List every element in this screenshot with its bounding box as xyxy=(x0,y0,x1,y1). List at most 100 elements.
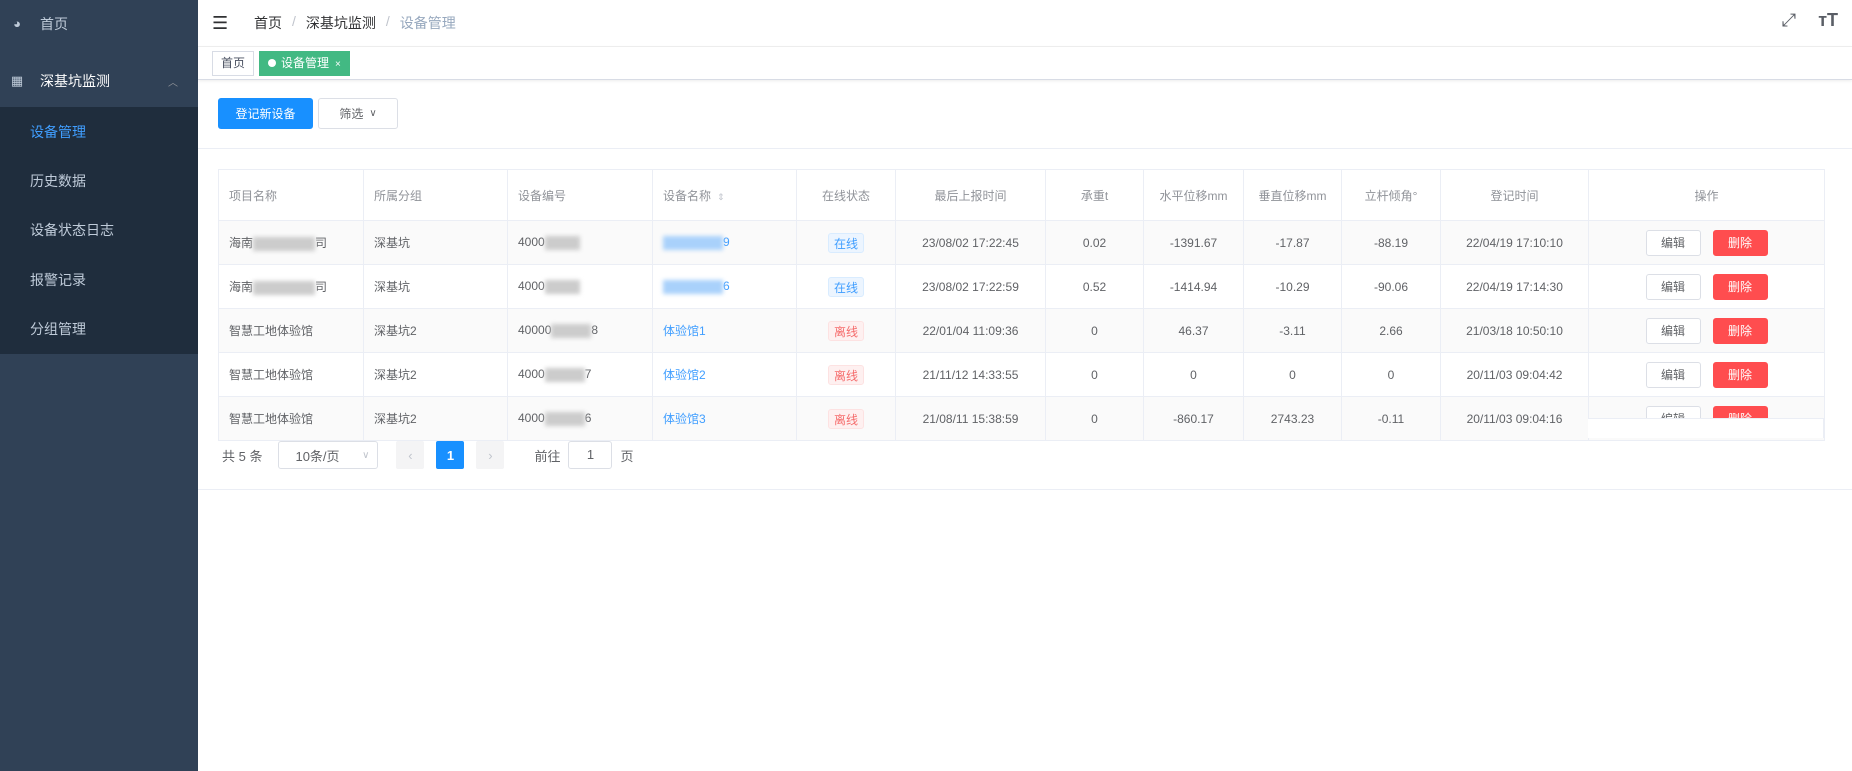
delete-button[interactable]: 删除 xyxy=(1712,317,1768,344)
load-cell: 0 xyxy=(1045,352,1144,397)
status-badge: 离线 xyxy=(827,408,864,429)
device-code-cell: 4000 xyxy=(507,264,653,309)
project-prefix: 智慧工地体验馆 xyxy=(229,368,314,382)
chevron-down-icon: ∨ xyxy=(362,449,370,461)
goto-label: 前往 xyxy=(534,448,561,464)
register-device-button[interactable]: 登记新设备 xyxy=(218,98,313,129)
project-cell: 智慧工地体验馆 xyxy=(218,352,364,397)
table-row: 智慧工地体验馆 深基坑2 4000 6 体验馆3 离线 21/08/11 15:38:59 0… xyxy=(218,396,1825,441)
device-name-link[interactable]: 9 xyxy=(723,235,730,250)
reg-value: 22/04/19 17:14:30 xyxy=(1466,279,1563,294)
code-suffix: 8 xyxy=(591,323,599,338)
load-cell: 0 xyxy=(1045,396,1144,441)
delete-button[interactable]: 删除 xyxy=(1712,229,1768,256)
menu-deep-pit[interactable]: ▦ 深基坑监测 ︿ xyxy=(0,53,198,109)
h-cell: -1391.67 xyxy=(1143,220,1244,265)
project-suffix: 司 xyxy=(315,280,328,294)
device-name-link[interactable]: 6 xyxy=(723,279,730,294)
sidebar-item-alarms[interactable]: 报警记录 xyxy=(30,271,86,288)
redacted-text xyxy=(253,280,316,295)
sidebar-item-device-management[interactable]: 设备管理 xyxy=(30,123,86,140)
column-header-label: 设备编号 xyxy=(518,188,567,203)
device-name-link[interactable]: 体验馆3 xyxy=(663,412,706,426)
project-suffix: 司 xyxy=(315,236,328,250)
last-value: 21/11/12 14:33:55 xyxy=(922,367,1019,382)
next-page-button[interactable]: › xyxy=(476,441,505,469)
column-header: 操作 xyxy=(1588,169,1825,221)
v-value: -17.87 xyxy=(1275,235,1310,250)
load-cell: 0.52 xyxy=(1045,264,1144,309)
v-value: 0 xyxy=(1289,367,1296,382)
tilt-value: -90.06 xyxy=(1373,279,1409,294)
column-header: 承重t xyxy=(1045,169,1144,221)
sidebar-item-status-log[interactable]: 设备状态日志 xyxy=(30,222,114,239)
h-cell: 0 xyxy=(1143,352,1244,397)
close-icon[interactable]: × xyxy=(335,59,341,70)
filter-button[interactable]: 筛选 ∨ xyxy=(318,98,398,129)
device-name-link[interactable]: 体验馆2 xyxy=(663,368,706,382)
status-cell: 离线 xyxy=(796,396,896,441)
fullscreen-icon[interactable]: ⤢ xyxy=(1781,10,1797,30)
goto-page-input[interactable]: 1 xyxy=(568,441,613,469)
v-value: -10.29 xyxy=(1275,279,1310,294)
actions-cell: 编辑删除 xyxy=(1588,352,1825,397)
load-value: 0 xyxy=(1091,411,1098,426)
project-cell: 智慧工地体验馆 xyxy=(218,308,364,353)
device-code-cell: 4000 6 xyxy=(507,396,653,441)
column-header-label: 在线状态 xyxy=(821,188,870,203)
sort-icon[interactable]: ⇕ xyxy=(717,191,725,202)
status-badge: 在线 xyxy=(827,232,864,253)
device-table: 项目名称 所属分组 设备编号 设备名称 ⇕ 在线状态 最后上报时间 承重t 水平位移mm 垂直位移… xyxy=(218,169,1825,441)
h-value: -1391.67 xyxy=(1169,235,1218,250)
last-cell: 21/11/12 14:33:55 xyxy=(895,352,1046,397)
tilt-value: -88.19 xyxy=(1373,235,1409,250)
page-1-button[interactable]: 1 xyxy=(436,441,465,469)
last-value: 23/08/02 17:22:59 xyxy=(922,279,1019,294)
reg-value: 20/11/03 09:04:42 xyxy=(1466,367,1563,382)
group-text: 深基坑 xyxy=(374,236,411,250)
sidebar-item-history[interactable]: 历史数据 xyxy=(30,173,86,190)
menu-fold-icon[interactable]: ☰ xyxy=(212,12,229,33)
redacted-text xyxy=(544,235,580,250)
load-cell: 0 xyxy=(1045,308,1144,353)
page-size-value: 10条/页 xyxy=(295,448,340,464)
breadcrumb-home[interactable]: 首页 xyxy=(254,15,282,31)
edit-button[interactable]: 编辑 xyxy=(1645,229,1701,256)
reg-value: 21/03/18 10:50:10 xyxy=(1466,323,1563,338)
load-cell: 0.02 xyxy=(1045,220,1144,265)
reg-cell: 20/11/03 09:04:42 xyxy=(1440,352,1589,397)
sidebar-item-groups[interactable]: 分组管理 xyxy=(30,321,86,338)
tag-device-management[interactable]: 设备管理 × xyxy=(259,51,350,76)
h-value: 0 xyxy=(1190,367,1197,382)
status-cell: 离线 xyxy=(796,352,896,397)
tilt-cell: -90.06 xyxy=(1341,264,1441,309)
font-size-icon[interactable]: ᴛT xyxy=(1818,10,1838,30)
tag-home[interactable]: 首页 xyxy=(212,51,255,76)
column-header: 立杆倾角° xyxy=(1341,169,1441,221)
page-size-select[interactable]: 10条/页 ∨ xyxy=(278,441,379,469)
h-cell: -860.17 xyxy=(1143,396,1244,441)
table-row: 海南 司 深基坑 4000 6 在线 23/08/02 17:22:59 0.52 -1414.… xyxy=(218,264,1825,309)
edit-button[interactable]: 编辑 xyxy=(1645,361,1701,388)
menu-deep-pit-label: 深基坑监测 xyxy=(40,73,110,89)
reg-value: 20/11/03 09:04:16 xyxy=(1466,411,1563,426)
table-row: 智慧工地体验馆 深基坑2 40000 8 体验馆1 离线 22/01/04 11:09:36… xyxy=(218,308,1825,353)
column-header[interactable]: 设备名称 ⇕ xyxy=(652,169,797,221)
breadcrumb-deep-pit[interactable]: 深基坑监测 xyxy=(305,15,376,31)
edit-button[interactable]: 编辑 xyxy=(1645,273,1701,300)
group-text: 深基坑 xyxy=(374,280,411,294)
device-name-link[interactable]: 体验馆1 xyxy=(663,324,706,338)
delete-button[interactable]: 删除 xyxy=(1712,273,1768,300)
device-name-cell: 体验馆2 xyxy=(652,352,797,397)
column-header-label: 所属分组 xyxy=(374,188,423,203)
delete-button[interactable]: 删除 xyxy=(1712,361,1768,388)
tilt-cell: -88.19 xyxy=(1341,220,1441,265)
edit-button[interactable]: 编辑 xyxy=(1645,317,1701,344)
menu-home[interactable]: ◕ 首页 xyxy=(0,0,198,48)
column-header: 所属分组 xyxy=(363,169,508,221)
h-value: -1414.94 xyxy=(1169,279,1218,294)
breadcrumb: 首页 / 深基坑监测 / 设备管理 xyxy=(254,13,456,33)
load-value: 0 xyxy=(1091,367,1098,382)
prev-page-button[interactable]: ‹ xyxy=(396,441,425,469)
device-code-cell: 4000 xyxy=(507,220,653,265)
